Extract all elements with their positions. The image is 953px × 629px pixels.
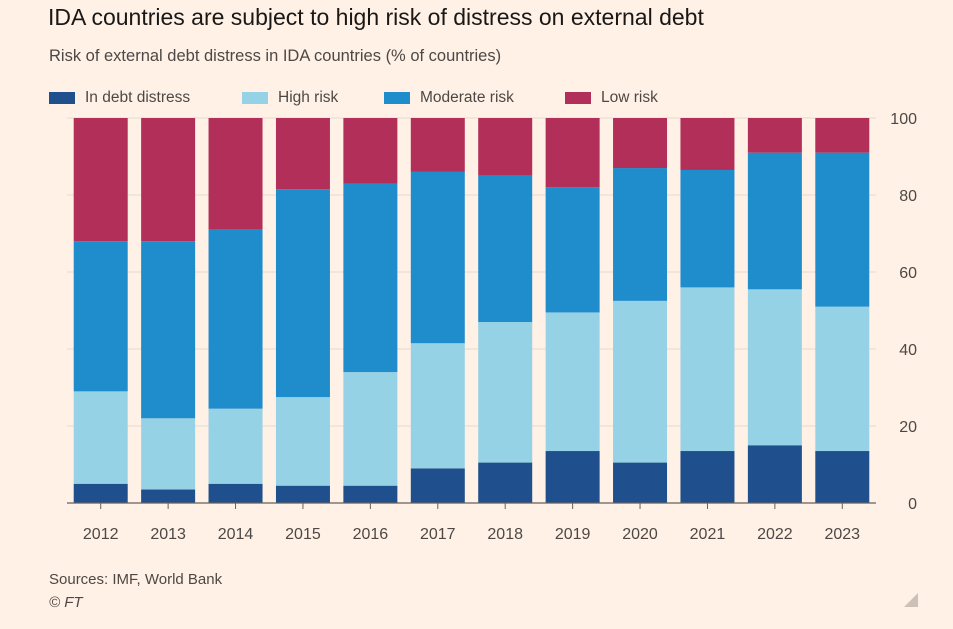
bar-segment-in-debt-distress: [747, 445, 802, 503]
y-tick-label: 40: [899, 342, 917, 359]
x-tick-label: 2017: [420, 526, 456, 543]
bar-segment-moderate-risk: [613, 168, 668, 301]
bar-segment-high-risk: [613, 300, 668, 463]
bar-segment-low-risk: [141, 118, 196, 242]
y-tick-label: 20: [899, 419, 917, 436]
chart-title: IDA countries are subject to high risk o…: [48, 4, 704, 30]
copyright-note: © FT: [49, 594, 83, 611]
bar-segment-high-risk: [747, 289, 802, 446]
bar-segment-moderate-risk: [410, 171, 465, 344]
bar-segment-low-risk: [747, 118, 802, 153]
bar-segment-in-debt-distress: [613, 462, 668, 503]
bar-segment-moderate-risk: [343, 183, 398, 373]
resize-corner-icon[interactable]: [904, 593, 918, 607]
bar-segment-in-debt-distress: [141, 489, 196, 503]
y-tick-label: 80: [899, 188, 917, 205]
bar-segment-high-risk: [680, 287, 735, 452]
bar-segment-moderate-risk: [815, 152, 870, 307]
bar-segment-in-debt-distress: [343, 485, 398, 503]
bar-segment-high-risk: [141, 418, 196, 490]
legend-swatch: [242, 92, 268, 104]
x-tick-label: 2023: [824, 526, 860, 543]
bar-segment-moderate-risk: [208, 229, 263, 409]
bar-segment-moderate-risk: [680, 169, 735, 288]
bar-segment-moderate-risk: [478, 175, 533, 323]
x-tick-label: 2018: [487, 526, 523, 543]
legend-swatch: [565, 92, 591, 104]
bar-segment-high-risk: [545, 312, 600, 452]
sources-note: Sources: IMF, World Bank: [49, 571, 223, 588]
bar-segment-high-risk: [73, 391, 128, 484]
legend-item-low-risk: Low risk: [565, 88, 658, 108]
bar-segment-moderate-risk: [545, 187, 600, 313]
bar-segment-high-risk: [410, 343, 465, 469]
legend-label: In debt distress: [85, 89, 191, 106]
legend-swatch: [384, 92, 410, 104]
y-tick-label: 100: [890, 111, 917, 128]
bar-segment-moderate-risk: [141, 241, 196, 419]
bar-segment-low-risk: [343, 118, 398, 184]
bar-segment-in-debt-distress: [208, 483, 263, 503]
legend-swatch: [49, 92, 75, 104]
bar-segment-low-risk: [73, 118, 128, 242]
bar-segment-low-risk: [545, 118, 600, 188]
bar-segment-high-risk: [343, 372, 398, 486]
legend-label: High risk: [278, 89, 339, 106]
bar-segment-in-debt-distress: [410, 468, 465, 503]
bar-segment-in-debt-distress: [73, 483, 128, 503]
bar-segment-low-risk: [815, 118, 870, 153]
bar-segment-low-risk: [410, 118, 465, 172]
bar-segment-moderate-risk: [73, 241, 128, 392]
bar-segment-in-debt-distress: [680, 451, 735, 503]
legend-item-in-debt-distress: In debt distress: [49, 88, 190, 108]
bar-segment-in-debt-distress: [545, 451, 600, 503]
bar-segment-low-risk: [208, 118, 263, 230]
chart-subtitle: Risk of external debt distress in IDA co…: [49, 47, 502, 65]
x-tick-label: 2021: [690, 526, 726, 543]
x-tick-label: 2015: [285, 526, 321, 543]
y-tick-label: 0: [908, 496, 917, 513]
legend-label: Moderate risk: [420, 89, 514, 106]
bar-segment-in-debt-distress: [275, 485, 330, 503]
x-tick-label: 2012: [83, 526, 119, 543]
bar-segment-low-risk: [275, 118, 330, 190]
x-tick-label: 2013: [150, 526, 186, 543]
legend-item-high-risk: High risk: [242, 88, 338, 108]
bar-segment-high-risk: [478, 322, 533, 463]
bar-segment-in-debt-distress: [815, 451, 870, 503]
bar-segment-moderate-risk: [747, 152, 802, 290]
bar-segment-high-risk: [815, 306, 870, 452]
bar-segment-low-risk: [613, 118, 668, 169]
bar-segment-high-risk: [208, 408, 263, 484]
bar-segment-low-risk: [680, 118, 735, 170]
x-tick-label: 2022: [757, 526, 793, 543]
x-tick-label: 2019: [555, 526, 591, 543]
x-tick-label: 2014: [218, 526, 254, 543]
legend-label: Low risk: [601, 89, 658, 106]
x-tick-label: 2016: [353, 526, 389, 543]
bar-segment-in-debt-distress: [478, 462, 533, 503]
bar-segment-high-risk: [275, 397, 330, 486]
x-tick-label: 2020: [622, 526, 658, 543]
bar-segment-low-risk: [478, 118, 533, 176]
bar-segment-moderate-risk: [275, 189, 330, 398]
legend-item-moderate-risk: Moderate risk: [384, 88, 514, 108]
y-tick-label: 60: [899, 265, 917, 282]
